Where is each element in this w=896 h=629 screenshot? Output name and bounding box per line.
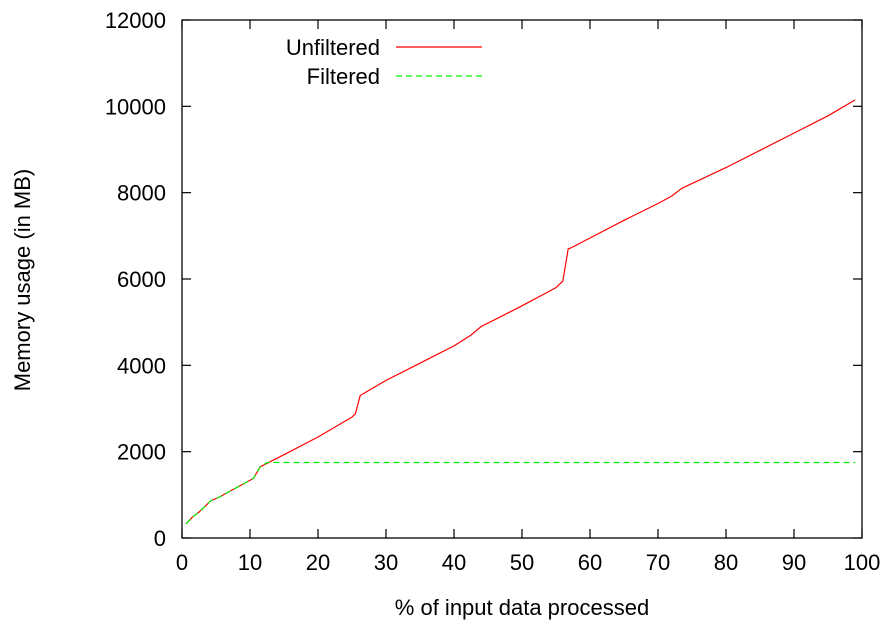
x-tick-label: 90	[782, 550, 806, 575]
x-tick-label: 50	[510, 550, 534, 575]
y-tick-label: 4000	[117, 353, 166, 378]
legend-label-unfiltered: Unfiltered	[286, 35, 380, 60]
x-axis-title: % of input data processed	[395, 595, 649, 620]
y-tick-label: 0	[154, 526, 166, 551]
x-tick-label: 10	[238, 550, 262, 575]
y-tick-label: 6000	[117, 267, 166, 292]
y-tick-label: 2000	[117, 440, 166, 465]
series-line-filtered	[185, 461, 856, 525]
x-tick-label: 20	[306, 550, 330, 575]
x-tick-label: 100	[844, 550, 881, 575]
x-tick-label: 30	[374, 550, 398, 575]
y-tick-label: 8000	[117, 181, 166, 206]
y-axis-title: Memory usage (in MB)	[10, 169, 35, 392]
x-tick-label: 70	[646, 550, 670, 575]
y-tick-label: 12000	[105, 8, 166, 33]
plot-area	[181, 19, 863, 539]
plot-border	[181, 19, 863, 539]
axis-ticks: 0 10 20 30 40 50 60 70 80 90 100 0 2000 4000 6000 8000 1…	[105, 8, 881, 575]
x-tick-label: 60	[578, 550, 602, 575]
series-lines	[185, 99, 856, 525]
series-line-unfiltered	[185, 99, 856, 525]
legend-label-filtered: Filtered	[307, 64, 380, 89]
legend: Unfiltered Filtered	[286, 35, 482, 89]
x-tick-label: 0	[176, 550, 188, 575]
x-tick-label: 40	[442, 550, 466, 575]
x-tick-label: 80	[714, 550, 738, 575]
y-tick-label: 10000	[105, 94, 166, 119]
